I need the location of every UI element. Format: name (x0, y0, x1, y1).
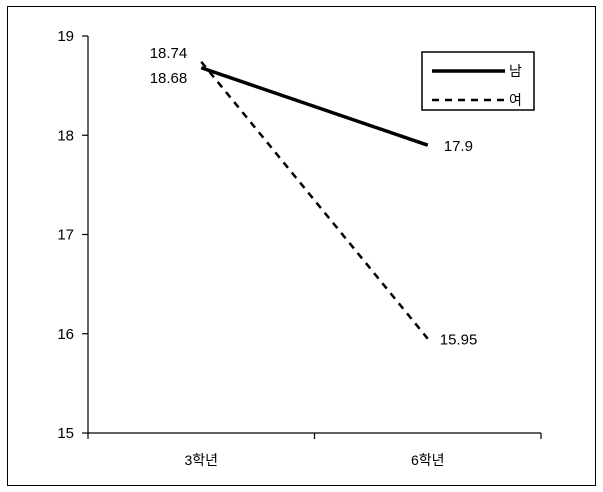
data-label: 15.95 (440, 332, 478, 349)
x-category-label: 6학년 (411, 452, 445, 468)
series-line-male (200, 66, 429, 147)
y-tick-label: 19 (57, 28, 74, 45)
data-label: 17.9 (444, 138, 473, 155)
data-label: 18.74 (150, 45, 188, 62)
y-tick-label: 16 (57, 326, 74, 343)
legend-label-female: 여 (509, 92, 522, 108)
data-label: 18.68 (150, 70, 188, 87)
series-line-female (200, 61, 429, 340)
y-tick-label: 18 (57, 127, 74, 144)
y-tick-label: 17 (57, 227, 74, 244)
y-tick-label: 15 (57, 425, 74, 442)
x-category-label: 3학년 (184, 452, 218, 468)
legend-label-male: 남 (509, 63, 522, 79)
legend: 남 여 (421, 51, 535, 111)
